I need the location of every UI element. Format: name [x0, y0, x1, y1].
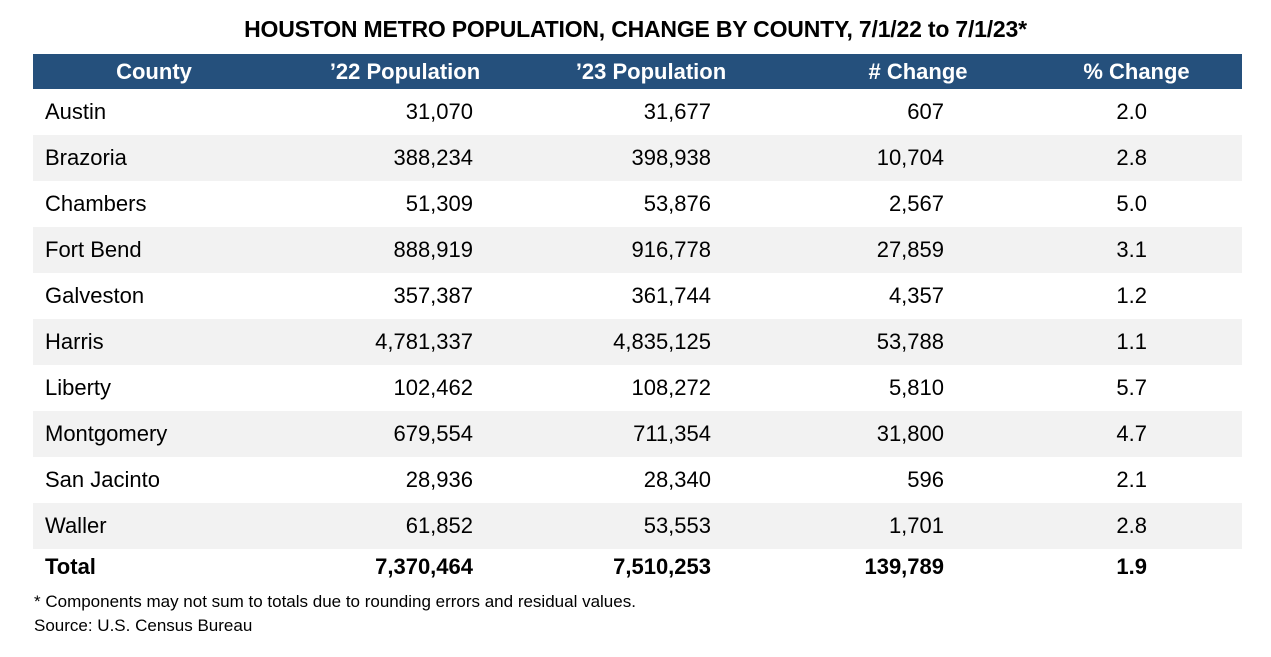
cell-harris-county: Harris: [45, 329, 104, 354]
cell-waller-22-population: 61,852: [405, 513, 473, 538]
cell-austin-change: 607: [907, 99, 944, 124]
table-row-brazoria: Brazoria 388,234 398,938 10,704 2.8: [33, 135, 1242, 181]
column-header-23-population: ’23 Population: [517, 54, 759, 89]
cell-waller-23-population: 53,553: [643, 513, 711, 538]
column-header-change: # Change: [759, 54, 1001, 89]
cell-brazoria-county: Brazoria: [45, 145, 127, 170]
population-table: County ’22 Population ’23 Population # Chan…: [33, 54, 1242, 585]
cell-waller-change: 2.8: [1116, 513, 1147, 538]
table-row-san-jacinto: San Jacinto 28,936 28,340 596 2.1: [33, 457, 1242, 503]
cell-galveston-change: 4,357: [888, 283, 944, 308]
table-row-chambers: Chambers 51,309 53,876 2,567 5.0: [33, 181, 1242, 227]
table-row-fort-bend: Fort Bend 888,919 916,778 27,859 3.1: [33, 227, 1242, 273]
cell-liberty-22-population: 102,462: [393, 375, 473, 400]
cell-total-county: Total: [45, 554, 96, 579]
cell-austin-23-population: 31,677: [643, 99, 711, 124]
cell-total-change: 139,789: [864, 554, 944, 579]
cell-san-jacinto-change: 2.1: [1116, 467, 1147, 492]
cell-montgomery-change: 31,800: [876, 421, 944, 446]
cell-san-jacinto-22-population: 28,936: [405, 467, 473, 492]
cell-liberty-county: Liberty: [45, 375, 112, 400]
cell-brazoria-change: 2.8: [1116, 145, 1147, 170]
page-title: HOUSTON METRO POPULATION, CHANGE BY COUN…: [244, 16, 1027, 42]
column-header-change: % Change: [1001, 54, 1242, 89]
cell-san-jacinto-change: 596: [907, 467, 944, 492]
cell-austin-change: 2.0: [1116, 99, 1147, 124]
table-total-row: Total 7,370,464 7,510,253 139,789 1.9: [33, 549, 1242, 585]
cell-montgomery-23-population: 711,354: [633, 421, 711, 446]
cell-liberty-23-population: 108,272: [631, 375, 711, 400]
cell-montgomery-22-population: 679,554: [393, 421, 473, 446]
cell-chambers-23-population: 53,876: [643, 191, 711, 216]
cell-montgomery-county: Montgomery: [45, 421, 168, 446]
cell-chambers-change: 2,567: [888, 191, 944, 216]
column-header-22-population: ’22 Population: [275, 54, 517, 89]
cell-fort-bend-23-population: 916,778: [631, 237, 711, 262]
cell-galveston-county: Galveston: [45, 283, 145, 308]
footnote: * Components may not sum to totals due t…: [34, 592, 636, 611]
table-row-galveston: Galveston 357,387 361,744 4,357 1.2: [33, 273, 1242, 319]
cell-galveston-change: 1.2: [1116, 283, 1147, 308]
cell-chambers-change: 5.0: [1116, 191, 1147, 216]
cell-montgomery-change: 4.7: [1116, 421, 1147, 446]
cell-harris-change: 53,788: [876, 329, 944, 354]
cell-chambers-22-population: 51,309: [405, 191, 473, 216]
cell-brazoria-22-population: 388,234: [393, 145, 473, 170]
cell-total-23-population: 7,510,253: [613, 554, 711, 579]
table-row-montgomery: Montgomery 679,554 711,354 31,800 4.7: [33, 411, 1242, 457]
cell-waller-change: 1,701: [888, 513, 944, 538]
cell-chambers-county: Chambers: [45, 191, 147, 216]
table-row-austin: Austin 31,070 31,677 607 2.0: [33, 89, 1242, 135]
cell-brazoria-23-population: 398,938: [631, 145, 711, 170]
table-body: Austin 31,070 31,677 607 2.0 Brazoria 388,234 3…: [33, 89, 1242, 585]
table-row-waller: Waller 61,852 53,553 1,701 2.8: [33, 503, 1242, 549]
cell-liberty-change: 5.7: [1116, 375, 1147, 400]
cell-brazoria-change: 10,704: [876, 145, 944, 170]
cell-austin-22-population: 31,070: [405, 99, 473, 124]
cell-fort-bend-change: 3.1: [1116, 237, 1147, 262]
cell-harris-23-population: 4,835,125: [613, 329, 711, 354]
cell-galveston-23-population: 361,744: [631, 283, 711, 308]
cell-san-jacinto-county: San Jacinto: [45, 467, 160, 492]
table-row-harris: Harris 4,781,337 4,835,125 53,788 1.1: [33, 319, 1242, 365]
cell-san-jacinto-23-population: 28,340: [643, 467, 711, 492]
column-header-county: County: [33, 54, 275, 89]
table-header-row: County ’22 Population ’23 Population # Chan…: [33, 54, 1242, 89]
cell-harris-22-population: 4,781,337: [375, 329, 473, 354]
table-row-liberty: Liberty 102,462 108,272 5,810 5.7: [33, 365, 1242, 411]
cell-fort-bend-22-population: 888,919: [393, 237, 473, 262]
cell-waller-county: Waller: [45, 513, 107, 538]
cell-liberty-change: 5,810: [888, 375, 944, 400]
cell-galveston-22-population: 357,387: [393, 283, 473, 308]
cell-fort-bend-change: 27,859: [876, 237, 944, 262]
cell-austin-county: Austin: [45, 99, 107, 124]
source-credit: Source: U.S. Census Bureau: [34, 616, 253, 635]
cell-total-22-population: 7,370,464: [375, 554, 473, 579]
cell-fort-bend-county: Fort Bend: [45, 237, 142, 262]
cell-total-change: 1.9: [1116, 554, 1147, 579]
cell-harris-change: 1.1: [1116, 329, 1147, 354]
